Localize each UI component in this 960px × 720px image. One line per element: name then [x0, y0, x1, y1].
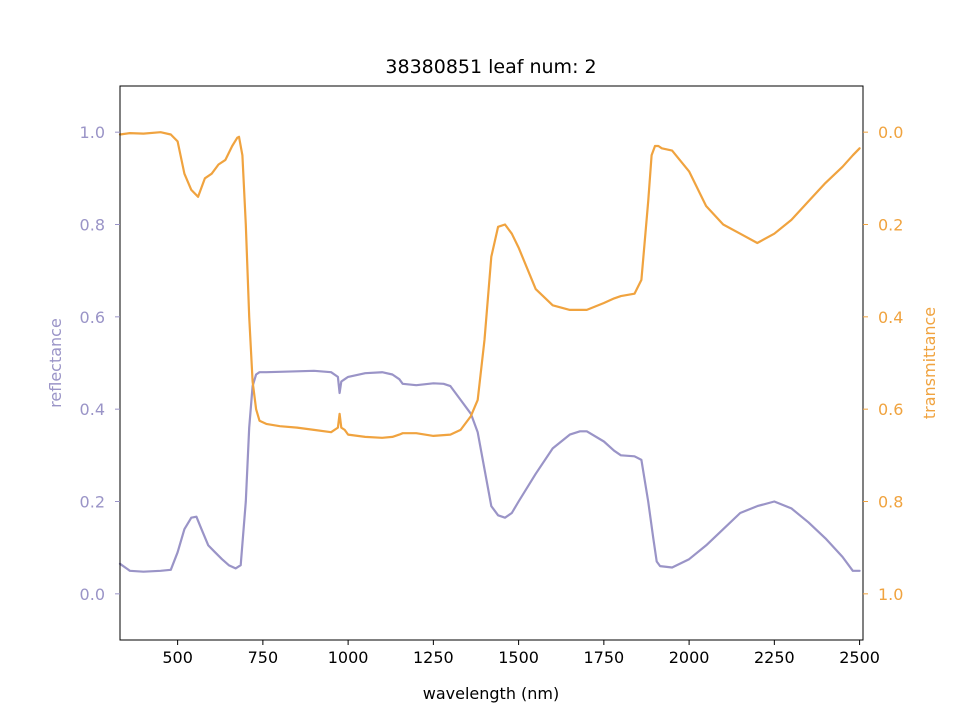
x-tick-label: 2500	[839, 648, 880, 667]
right-y-axis: 0.0 0.2 0.4 0.6 0.8 1.0	[863, 123, 903, 604]
left-y-axis: 0.0 0.2 0.4 0.6 0.8 1.0	[80, 123, 120, 604]
right-y-tick-label: 0.0	[878, 123, 903, 142]
left-y-tick-label: 1.0	[80, 123, 105, 142]
transmittance-line	[118, 131, 861, 439]
left-y-tick-label: 0.0	[80, 585, 105, 604]
x-tick-label: 1750	[583, 648, 624, 667]
x-axis: 500 750 1000 1250 1500 1750 2000 2250 2500	[162, 640, 880, 667]
right-y-tick-label: 0.2	[878, 216, 903, 235]
x-tick-label: 2000	[669, 648, 710, 667]
x-tick-label: 1500	[498, 648, 539, 667]
right-y-tick-label: 0.8	[878, 493, 903, 512]
left-y-tick-label: 0.2	[80, 493, 105, 512]
right-y-tick-label: 0.4	[878, 308, 903, 327]
plot-area	[120, 86, 863, 640]
left-y-axis-label: reflectance	[46, 318, 65, 408]
reflectance-line	[118, 369, 861, 573]
right-y-tick-label: 0.6	[878, 400, 903, 419]
x-tick-label: 500	[162, 648, 193, 667]
x-axis-label: wavelength (nm)	[423, 684, 560, 703]
left-y-tick-label: 0.8	[80, 216, 105, 235]
right-y-tick-label: 1.0	[878, 585, 903, 604]
x-tick-label: 1000	[328, 648, 369, 667]
chart-title: 38380851 leaf num: 2	[385, 56, 596, 78]
left-y-tick-label: 0.6	[80, 308, 105, 327]
x-tick-label: 1250	[413, 648, 454, 667]
plot-frame	[119, 85, 864, 641]
series-layer	[118, 131, 861, 573]
right-y-axis-label: transmittance	[920, 307, 939, 419]
x-tick-label: 2250	[754, 648, 795, 667]
x-tick-label: 750	[248, 648, 279, 667]
left-y-tick-label: 0.4	[80, 400, 105, 419]
